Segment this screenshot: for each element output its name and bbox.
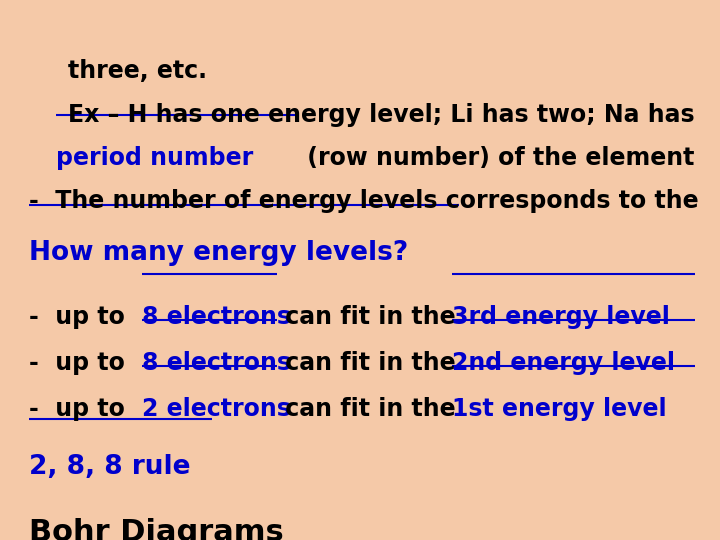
Text: -  up to: - up to [29,305,133,329]
Text: can fit in the: can fit in the [277,305,464,329]
Text: 8 electrons: 8 electrons [142,305,291,329]
Text: 3rd energy level: 3rd energy level [452,305,670,329]
Text: 1st energy level: 1st energy level [452,397,667,421]
Text: 2 electrons: 2 electrons [142,397,291,421]
Text: can fit in the: can fit in the [277,397,464,421]
Text: three, etc.: three, etc. [68,59,207,83]
Text: Bohr Diagrams: Bohr Diagrams [29,518,284,540]
Text: Ex – H has one energy level; Li has two; Na has: Ex – H has one energy level; Li has two;… [68,103,695,126]
Text: 2, 8, 8 rule: 2, 8, 8 rule [29,454,190,480]
Text: 2nd energy level: 2nd energy level [452,351,675,375]
Text: -  The number of energy levels corresponds to the: - The number of energy levels correspond… [29,189,698,213]
Text: -  up to: - up to [29,351,133,375]
Text: period number: period number [56,146,253,170]
Text: can fit in the: can fit in the [277,351,464,375]
Text: 8 electrons: 8 electrons [142,351,291,375]
Text: How many energy levels?: How many energy levels? [29,240,408,266]
Text: -  up to: - up to [29,397,133,421]
Text: (row number) of the element: (row number) of the element [299,146,694,170]
